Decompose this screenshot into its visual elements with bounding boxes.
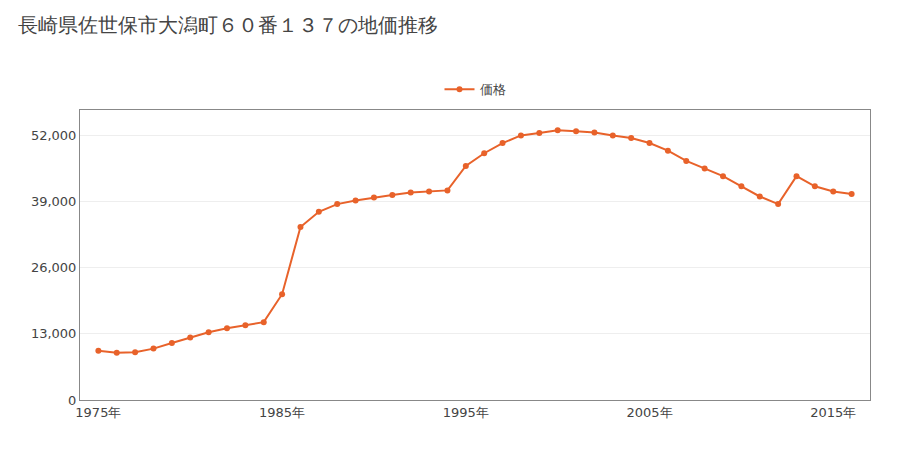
svg-text:長崎県佐世保市大潟町６０番１３７の地価推移: 長崎県佐世保市大潟町６０番１３７の地価推移 xyxy=(18,13,438,37)
svg-text:0: 0 xyxy=(68,393,76,408)
svg-text:2015年: 2015年 xyxy=(810,405,856,420)
svg-text:39,000: 39,000 xyxy=(31,194,77,209)
svg-text:価格: 価格 xyxy=(480,82,506,97)
svg-text:13,000: 13,000 xyxy=(31,326,77,341)
svg-text:26,000: 26,000 xyxy=(31,260,77,275)
svg-text:1975年: 1975年 xyxy=(75,405,121,420)
svg-text:1985年: 1985年 xyxy=(259,405,305,420)
svg-text:52,000: 52,000 xyxy=(31,128,77,143)
svg-text:2005年: 2005年 xyxy=(626,405,672,420)
svg-text:1995年: 1995年 xyxy=(443,405,489,420)
